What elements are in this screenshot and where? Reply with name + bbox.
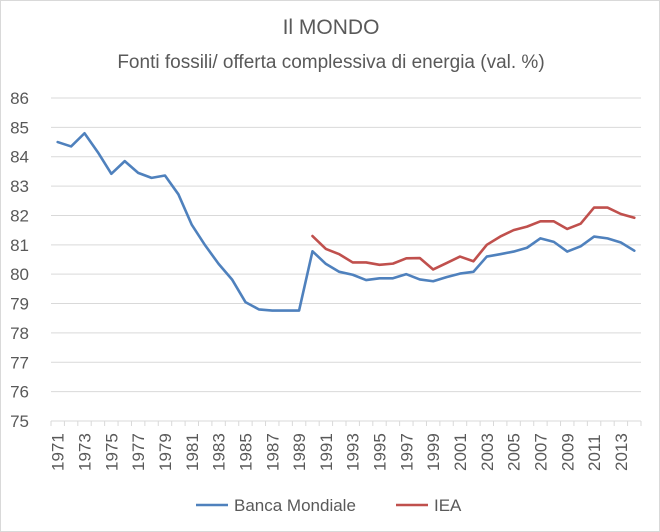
x-tick-label: 2003: [478, 433, 497, 471]
x-tick-label: 1985: [236, 433, 255, 471]
x-tick-label: 1971: [49, 433, 68, 471]
legend-label-banca-mondiale: Banca Mondiale: [234, 496, 356, 515]
x-tick-label: 1995: [371, 433, 390, 471]
x-tick-label: 1983: [210, 433, 229, 471]
legend-label-iea: IEA: [434, 496, 462, 515]
y-tick-label: 78: [10, 324, 29, 343]
x-axis: 1971 1973 1975 1977 1979 1981 1983 1985 1987 1989…: [49, 420, 642, 471]
y-tick-label: 86: [10, 89, 29, 108]
chart-title: Il MONDO: [283, 16, 380, 39]
x-tick-label: 2007: [531, 433, 550, 471]
legend: Banca Mondiale IEA: [196, 496, 462, 515]
y-tick-label: 80: [10, 265, 29, 284]
y-tick-label: 85: [10, 118, 29, 137]
x-tick-label: 1973: [76, 433, 95, 471]
y-tick-label: 75: [10, 412, 29, 431]
y-tick-label: 83: [10, 177, 29, 196]
series-line-iea: [311, 206, 636, 271]
y-tick-label: 76: [10, 383, 29, 402]
x-tick-label: 1999: [424, 433, 443, 471]
x-tick-label: 1975: [102, 433, 121, 471]
x-tick-label: 2001: [451, 433, 470, 471]
y-tick-label: 82: [10, 206, 29, 225]
x-tick-label: 1981: [183, 433, 202, 471]
y-tick-label: 84: [10, 148, 29, 167]
y-axis: 75 76 77 78 79 80 81 82 83 84 85 86: [10, 89, 29, 431]
chart-subtitle: Fonti fossili/ offerta complessiva di en…: [117, 52, 544, 73]
x-tick-label: 1997: [397, 433, 416, 471]
x-tick-label: 1979: [156, 433, 175, 471]
series-group: [56, 131, 636, 312]
y-tick-label: 81: [10, 236, 29, 255]
x-tick-label: 1987: [263, 433, 282, 471]
series-line-banca-mondiale: [56, 131, 636, 312]
x-tick-label: 2009: [558, 433, 577, 471]
x-tick-label: 1991: [317, 433, 336, 471]
y-tick-label: 79: [10, 295, 29, 314]
y-tick-label: 77: [10, 353, 29, 372]
x-tick-label: 1989: [290, 433, 309, 471]
x-tick-label: 1977: [129, 433, 148, 471]
x-tick-label: 1993: [344, 433, 363, 471]
x-tick-label: 2011: [585, 434, 604, 471]
x-tick-label: 2005: [505, 433, 524, 471]
x-tick-label: 2013: [612, 433, 631, 471]
